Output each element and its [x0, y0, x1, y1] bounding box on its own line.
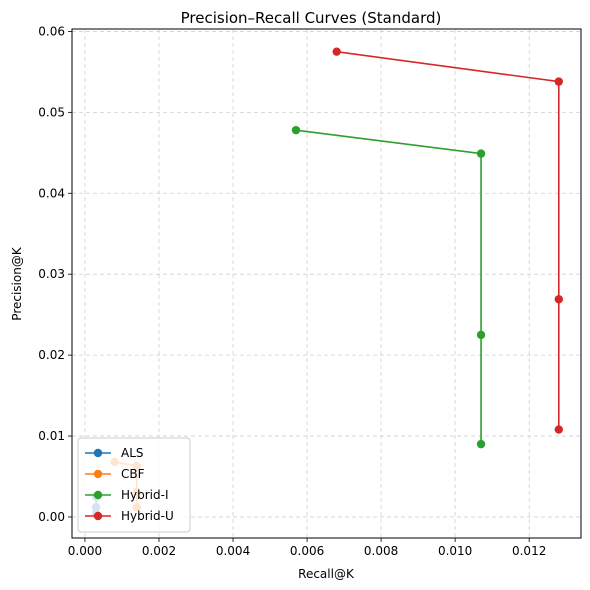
- series-hybrid-u: [332, 47, 563, 434]
- x-tick-label: 0.010: [438, 544, 472, 558]
- plot-frame: [71, 28, 582, 539]
- y-tick-label: 0.06: [38, 24, 65, 38]
- y-axis-label: Precision@K: [10, 246, 24, 321]
- hybrid-i-point: [476, 149, 486, 158]
- hybrid-i-point: [476, 439, 486, 449]
- hybrid-i-point: [476, 330, 486, 340]
- hybrid-u-line: [336, 50, 560, 430]
- series-hybrid-i: [291, 125, 486, 449]
- legend-label-hybrid-i: Hybrid-I: [121, 488, 169, 502]
- hybrid-u-point: [554, 425, 563, 434]
- x-tick-label: 0.004: [216, 544, 250, 558]
- legend-label-cbf: CBF: [121, 467, 145, 481]
- legend-swatch-marker-als: [93, 448, 103, 458]
- hybrid-u-point: [332, 47, 341, 56]
- y-tick-label: 0.05: [38, 105, 65, 119]
- y-tick-label: 0.00: [38, 510, 65, 524]
- axis-ticks: 0.000 0.002 0.004 0.006 0.008 0.010 0.012 0.00 0…: [38, 24, 546, 558]
- grid: [72, 29, 581, 538]
- legend-swatch-marker-hybrid-u: [93, 511, 103, 521]
- y-tick-label: 0.04: [38, 186, 65, 200]
- x-tick-label: 0.000: [68, 544, 102, 558]
- x-tick-label: 0.006: [290, 544, 324, 558]
- legend-label-hybrid-u: Hybrid-U: [121, 509, 174, 523]
- x-tick-label: 0.002: [142, 544, 176, 558]
- x-axis-label: Recall@K: [298, 567, 355, 581]
- legend-swatch-marker-hybrid-i: [93, 490, 103, 500]
- legend: ALS CBF Hybrid-I Hybrid-U: [77, 437, 191, 533]
- hybrid-i-point: [291, 125, 301, 135]
- legend-swatch-marker-cbf: [93, 469, 103, 479]
- y-tick-label: 0.01: [38, 429, 65, 443]
- hybrid-u-point: [554, 295, 563, 304]
- y-tick-label: 0.03: [38, 267, 65, 281]
- x-tick-label: 0.012: [512, 544, 546, 558]
- chart-title: Precision–Recall Curves (Standard): [181, 9, 442, 27]
- hybrid-u-point: [554, 77, 563, 86]
- x-tick-label: 0.008: [364, 544, 398, 558]
- y-tick-label: 0.02: [38, 348, 65, 362]
- hybrid-i-line: [295, 129, 482, 445]
- legend-label-als: ALS: [121, 446, 144, 460]
- legend-box: [77, 437, 191, 533]
